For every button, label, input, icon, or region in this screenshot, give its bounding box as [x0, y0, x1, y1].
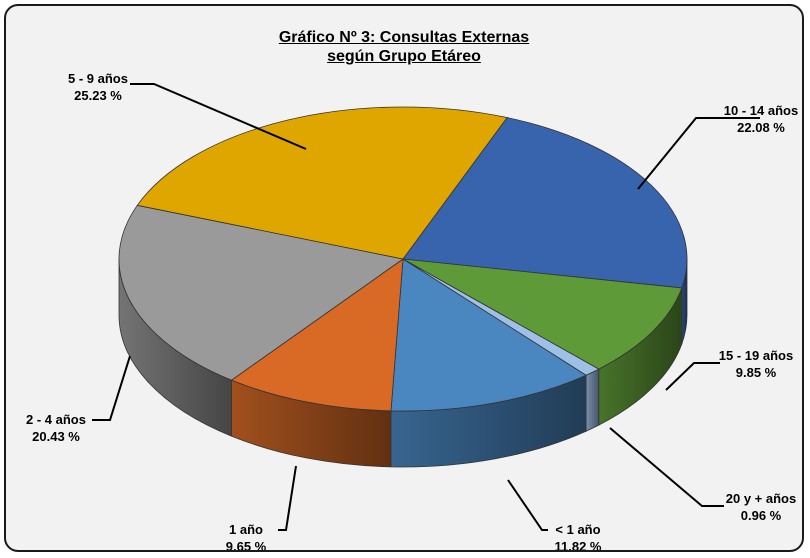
slice-label-2: 20 y + años	[726, 491, 796, 506]
leader-line-6	[130, 83, 307, 150]
leader-line-3	[507, 479, 548, 531]
leader-line-0	[637, 117, 760, 190]
leader-line-2	[609, 427, 724, 507]
pie-slice-6	[136, 106, 508, 260]
slice-label-6: 5 - 9 años	[68, 71, 128, 86]
slice-label-4: 1 año	[229, 522, 263, 537]
chart-title-line-2: según Grupo Etáreo	[327, 48, 481, 65]
chart-title: Gráfico Nº 3: Consultas Externas según G…	[6, 28, 802, 66]
leader-line-5	[92, 355, 131, 421]
slice-value-label-5: 20.43 %	[32, 429, 80, 444]
pie-side-2	[585, 368, 600, 432]
slice-value-label-3: 11.82 %	[555, 539, 602, 550]
slice-value-label-0: 22.08 %	[737, 120, 785, 135]
chart-title-line-1: Gráfico Nº 3: Consultas Externas	[278, 29, 530, 46]
slice-label-1: 15 - 19 años	[719, 348, 793, 363]
pie-chart: 10 - 14 años 22.08 % 15 - 19 años 9.85 % 20 …	[26, 71, 798, 550]
pie-slice-1	[402, 258, 683, 370]
pie-slice-0	[402, 117, 688, 289]
slice-value-label-2: 0.96 %	[741, 508, 782, 523]
leader-line-4	[278, 465, 297, 531]
chart-frame: Gráfico Nº 3: Consultas Externas según G…	[4, 4, 804, 552]
leader-line-1	[665, 362, 720, 391]
slice-value-label-4: 9.65 %	[226, 539, 267, 550]
pie-slice-5	[118, 204, 404, 381]
slice-value-label-6: 25.23 %	[74, 88, 122, 103]
slice-label-0: 10 - 14 años	[724, 103, 798, 118]
pie-slice-4	[230, 258, 404, 412]
pie-slice-3	[390, 258, 587, 412]
slice-value-label-1: 9.85 %	[736, 365, 777, 380]
slice-label-3: < 1 año	[555, 522, 600, 537]
slice-label-5: 2 - 4 años	[26, 412, 86, 427]
